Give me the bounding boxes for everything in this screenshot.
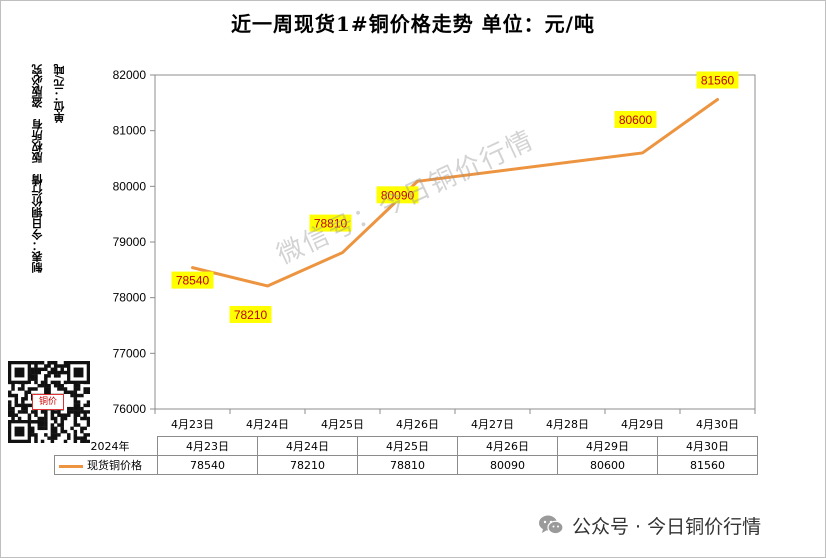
- legend-line-swatch: [59, 464, 83, 468]
- data-label-background: [171, 271, 214, 289]
- chart-title: 近一周现货1#铜价格走势 单位：元/吨: [231, 12, 595, 36]
- x-tick-label: 4月25日: [321, 418, 364, 431]
- qr-code-icon: [8, 361, 90, 443]
- plot-area: [154, 74, 756, 410]
- table-value-cell: 78210: [257, 455, 358, 475]
- table-header-cell: 4月23日: [157, 436, 258, 456]
- table-value-cell: 80090: [457, 455, 558, 475]
- data-label-background: [229, 305, 272, 323]
- data-label-background: [376, 186, 419, 204]
- data-label: 80090: [381, 188, 415, 202]
- table-header-cell: 4月30日: [657, 436, 758, 456]
- legend-series-name: 现货铜价格: [87, 459, 142, 472]
- side-label-unit: 单位：元/吨: [53, 64, 66, 124]
- table-value-cell: 78540: [157, 455, 258, 475]
- y-tick-label: 81000: [113, 124, 147, 138]
- y-tick-label: 76000: [113, 402, 147, 416]
- qr-center-label: 铜价: [32, 394, 64, 410]
- table-header-cell: 4月26日: [457, 436, 558, 456]
- legend-cell: 现货铜价格: [54, 455, 158, 475]
- data-label: 78540: [176, 274, 210, 288]
- side-labels: 制表：今日铜价行情 版权所有 盗版必究 单位：元/吨: [22, 64, 82, 334]
- table-header-cell: 4月29日: [557, 436, 658, 456]
- y-tick-label: 79000: [113, 235, 147, 249]
- x-tick-label: 4月23日: [171, 418, 214, 431]
- table-header-row: 2024年 4月23日 4月24日 4月25日 4月26日 4月29日 4月30…: [55, 436, 758, 456]
- footer-text: 公众号 · 今日铜价行情: [572, 515, 762, 538]
- data-table: 2024年 4月23日 4月24日 4月25日 4月26日 4月29日 4月30…: [54, 436, 758, 475]
- table-row: 现货铜价格 78540 78210 78810 80090 80600 8156…: [54, 455, 758, 475]
- side-label-col1-wrap: 制表：今日铜价行情 版权所有 盗版必究: [30, 64, 50, 334]
- table-header-cell: 4月25日: [357, 436, 458, 456]
- line-chart: 82000 81000 80000 79000 78000 77000 76000 4月23日…: [113, 68, 756, 431]
- x-tick-label: 4月24日: [246, 418, 289, 431]
- y-tick-label: 78000: [113, 291, 147, 305]
- table-header-cell: 4月24日: [257, 436, 358, 456]
- footer: 公众号 · 今日铜价行情: [538, 512, 761, 538]
- data-label: 78210: [234, 308, 268, 322]
- x-tick-label: 4月26日: [396, 418, 439, 431]
- y-tick-label: 82000: [113, 68, 147, 82]
- y-tick-label: 77000: [113, 346, 147, 360]
- table-year-label: 2024年: [90, 439, 130, 453]
- data-label-background: [696, 71, 739, 89]
- x-tick-label: 4月28日: [546, 418, 589, 431]
- table-value-cell: 78810: [357, 455, 458, 475]
- data-label-background: [614, 110, 657, 128]
- side-label-copyright: 制表：今日铜价行情 版权所有 盗版必究: [31, 64, 44, 273]
- x-tick-label: 4月30日: [696, 418, 739, 431]
- side-label-col2-wrap: 单位：元/吨: [52, 64, 72, 334]
- series-line: [191, 97, 719, 288]
- wechat-icon: [539, 515, 564, 535]
- data-label: 81560: [701, 73, 735, 87]
- x-tick-label: 4月29日: [621, 418, 664, 431]
- table-value-cell: 81560: [657, 455, 758, 475]
- x-tick-label: 4月27日: [471, 418, 514, 431]
- y-tick-label: 80000: [113, 179, 147, 193]
- data-label: 80600: [619, 113, 653, 127]
- data-label: 78810: [314, 217, 348, 231]
- data-label-background: [309, 214, 352, 232]
- table-value-cell: 80600: [557, 455, 658, 475]
